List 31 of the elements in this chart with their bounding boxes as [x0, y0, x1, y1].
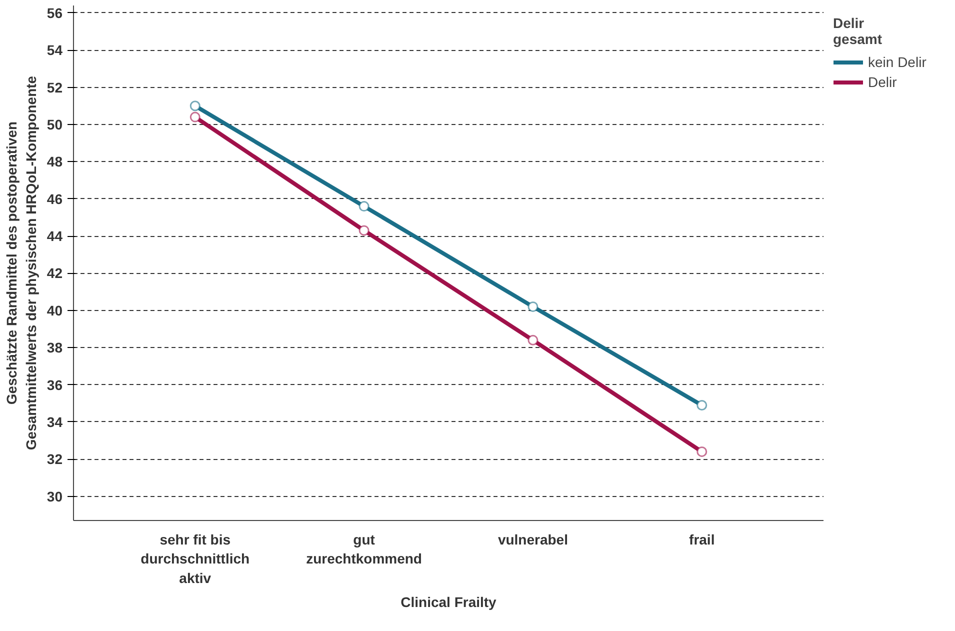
legend-label: kein Delir — [868, 54, 926, 70]
legend-title: Delir gesamt — [833, 15, 884, 47]
y-tick-label: 46 — [46, 190, 63, 207]
y-tick-label: 30 — [46, 488, 63, 504]
x-tick-label: vulnerabel — [498, 532, 568, 548]
point — [528, 334, 538, 346]
point — [528, 301, 538, 312]
point — [358, 201, 370, 212]
x-tick-label: sehr fit bis durchschnittlich aktiv — [140, 532, 250, 586]
y-tick-label: 32 — [46, 451, 63, 468]
x-tick-label: frail — [689, 532, 715, 548]
y-tick-label: 40 — [46, 302, 63, 318]
y-tick-label: 54 — [46, 42, 63, 58]
point — [696, 400, 708, 410]
x-axis-title: Clinical Frailty — [400, 594, 497, 610]
y-tick-label: 36 — [46, 376, 63, 393]
x-tick-label: gut zurechtkommend — [306, 532, 422, 567]
y-tick-label: 34 — [46, 414, 63, 430]
y-tick-label: 48 — [46, 154, 63, 170]
y-tick-label: 52 — [46, 79, 63, 96]
point — [190, 100, 200, 112]
point — [190, 112, 200, 122]
y-tick-label: 42 — [46, 265, 63, 282]
point — [696, 446, 708, 457]
y-axis-title: Geschätzte Randmittel des postoperativen Gesamtmittelwerts der physischen HRQoL-Komponente — [4, 76, 39, 450]
y-tick-label: 56 — [46, 4, 63, 21]
point — [358, 225, 370, 236]
legend-label: Delir — [868, 74, 897, 90]
y-tick-label: 38 — [46, 340, 63, 356]
y-tick-label: 44 — [46, 228, 63, 244]
y-tick-label: 50 — [46, 116, 63, 132]
